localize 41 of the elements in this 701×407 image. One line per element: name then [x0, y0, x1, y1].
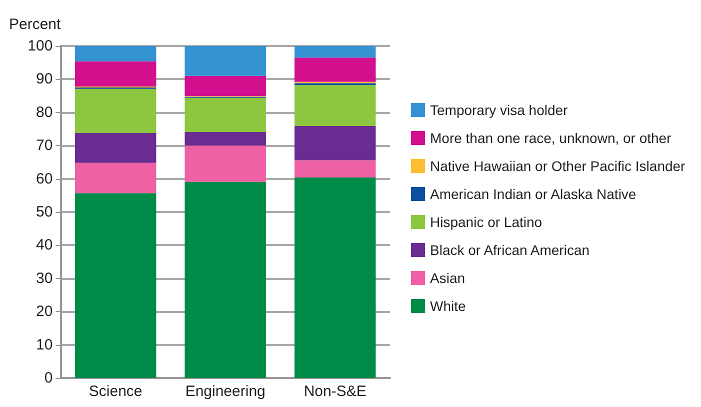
- y-tick-label: 0: [44, 370, 53, 386]
- y-tick-label: 60: [36, 170, 53, 188]
- x-tick-label: Engineering: [185, 383, 266, 400]
- y-tick-label: 70: [36, 137, 53, 154]
- legend-label: Temporary visa holder: [430, 102, 568, 118]
- legend-label: White: [430, 298, 466, 314]
- bar: [294, 58, 376, 82]
- bar: [184, 98, 266, 132]
- legend-label: American Indian or Alaska Native: [430, 186, 636, 202]
- bar: [184, 146, 266, 182]
- bar: [184, 76, 266, 96]
- legend-label: Black or African American: [430, 242, 590, 258]
- legend-label: Hispanic or Latino: [430, 214, 542, 230]
- legend-label: Native Hawaiian or Other Pacific Islander: [430, 158, 686, 174]
- bar: [74, 162, 156, 194]
- y-tick-label: 40: [36, 236, 53, 254]
- legend-label: More than one race, unknown, or other: [430, 130, 672, 146]
- bar: [184, 182, 266, 378]
- bar: [294, 85, 376, 126]
- bar: [294, 177, 376, 378]
- bar: [184, 132, 266, 146]
- y-tick-label: 20: [36, 303, 53, 320]
- bar: [294, 160, 376, 178]
- y-tick-label: 80: [36, 104, 53, 121]
- bar: [294, 126, 376, 160]
- y-tick-label: 30: [36, 270, 53, 287]
- bar: [294, 46, 376, 58]
- y-axis-title: Percent: [8, 16, 62, 33]
- x-tick-label: Science: [88, 383, 142, 400]
- bar: [74, 88, 156, 133]
- y-tick-label: 90: [36, 70, 53, 88]
- bar: [74, 193, 156, 378]
- legend-label: Asian: [430, 270, 466, 286]
- y-tick-label: 100: [28, 38, 53, 54]
- bar: [74, 46, 156, 62]
- bar: [74, 61, 156, 87]
- x-tick-label: Non-S&E: [304, 383, 366, 400]
- bar: [74, 132, 156, 163]
- y-tick-label: 10: [36, 336, 53, 354]
- y-tick-label: 50: [36, 204, 53, 220]
- bar: [184, 46, 266, 76]
